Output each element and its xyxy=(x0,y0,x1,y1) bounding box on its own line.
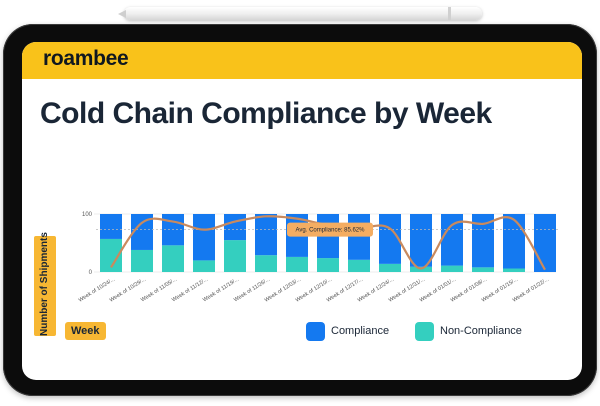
bar-non-compliance xyxy=(193,260,215,272)
bar-non-compliance xyxy=(379,263,401,272)
bar-non-compliance xyxy=(348,259,370,272)
legend-label-compliance: Compliance xyxy=(331,325,390,337)
compliance-chart: 100 0 Avg. Compliance: 85.62% Week of 10… xyxy=(78,212,560,304)
bar-non-compliance xyxy=(317,258,339,272)
legend-label-non-compliance: Non-Compliance xyxy=(440,325,522,337)
bar-compliance xyxy=(100,214,122,239)
bar-non-compliance xyxy=(224,240,246,272)
average-callout-label: Avg. Compliance: 85.62% xyxy=(296,228,366,234)
bar-compliance xyxy=(534,214,556,272)
x-tick-group: Week of 10/24/...Week of 10/29/...Week o… xyxy=(78,276,551,303)
bar-compliance xyxy=(193,214,215,261)
stylus-band xyxy=(448,7,451,20)
bar-non-compliance xyxy=(472,267,494,272)
bar-compliance xyxy=(441,214,463,266)
legend-swatch-compliance xyxy=(306,322,325,341)
bar-compliance xyxy=(472,214,494,268)
tablet-device: roambee Cold Chain Compliance by Week Nu… xyxy=(3,24,597,396)
average-compliance-callout: Avg. Compliance: 85.62% xyxy=(287,222,373,237)
page-title: Cold Chain Compliance by Week xyxy=(40,97,492,130)
bar-non-compliance xyxy=(131,249,153,272)
stylus-tip xyxy=(118,10,126,18)
bar-compliance xyxy=(348,214,370,260)
bar-compliance xyxy=(410,214,432,267)
average-callout-box xyxy=(287,222,373,237)
legend-swatch-non-compliance xyxy=(415,322,434,341)
stylus-pencil xyxy=(124,7,482,20)
bar-non-compliance xyxy=(286,256,308,272)
bar-non-compliance xyxy=(503,268,525,272)
tablet-screen: roambee Cold Chain Compliance by Week Nu… xyxy=(22,42,582,380)
bar-non-compliance xyxy=(255,255,277,272)
bar-non-compliance xyxy=(100,238,122,272)
bar-compliance xyxy=(131,214,153,250)
bar-compliance xyxy=(503,214,525,269)
brand-logo: roambee xyxy=(43,47,129,70)
bar-non-compliance xyxy=(441,265,463,272)
y-tick-label: 100 xyxy=(82,212,93,218)
bar-compliance xyxy=(224,214,246,241)
x-axis-label: Week xyxy=(65,322,106,340)
brand-header: roambee xyxy=(22,42,582,79)
bar-non-compliance xyxy=(162,245,184,272)
bar-compliance xyxy=(255,214,277,256)
y-tick-label: 0 xyxy=(89,270,93,276)
